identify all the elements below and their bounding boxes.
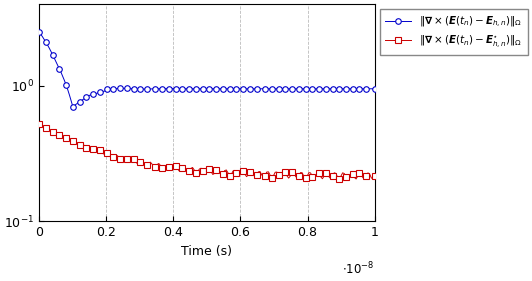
X-axis label: Time (s): Time (s) [181, 245, 232, 258]
Legend: $\|\boldsymbol{\nabla} \times (\boldsymbol{E}(t_n) - \boldsymbol{E}_{h,n})\|_\Om: $\|\boldsymbol{\nabla} \times (\boldsymb… [380, 9, 528, 55]
Text: $\cdot10^{-8}$: $\cdot10^{-8}$ [343, 260, 375, 277]
